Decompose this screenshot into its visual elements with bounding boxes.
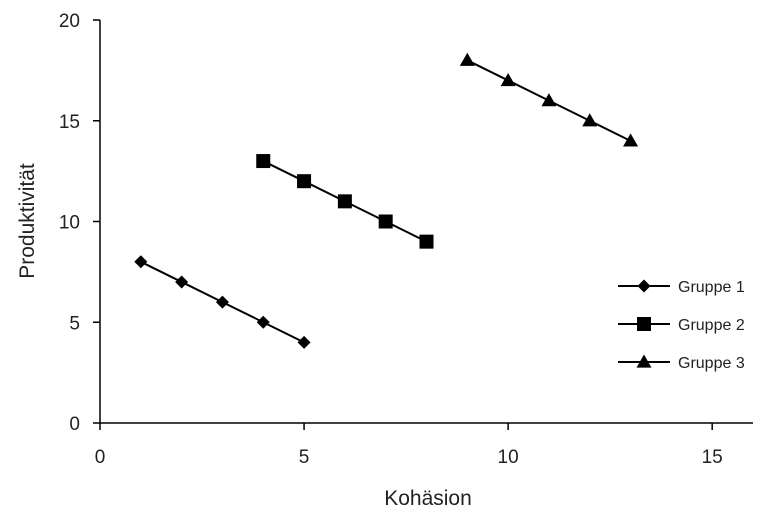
- legend-item: Gruppe 1: [618, 279, 745, 296]
- y-tick-label: 10: [59, 213, 80, 234]
- data-point-square: [378, 214, 393, 229]
- data-point-square: [256, 154, 271, 169]
- legend-marker-square: [637, 317, 651, 331]
- x-axis-title: Kohäsion: [384, 487, 472, 510]
- chart-series: [134, 52, 639, 349]
- axis-ticks: 0 5 10 15 0 5 10 15 20: [59, 11, 723, 468]
- y-tick-label: 5: [69, 313, 80, 334]
- chart-legend: Gruppe 1 Gruppe 2 Gruppe 3: [618, 279, 745, 372]
- legend-item: Gruppe 2: [618, 317, 745, 334]
- data-point-square: [419, 234, 434, 249]
- series-group-3: [459, 52, 639, 147]
- series-group-1: [134, 255, 311, 349]
- legend-item: Gruppe 3: [618, 354, 745, 372]
- y-tick-label: 0: [69, 414, 80, 435]
- data-point-diamond: [134, 255, 148, 269]
- data-point-triangle: [541, 93, 557, 107]
- data-point-diamond: [256, 315, 270, 329]
- legend-marker-triangle: [636, 354, 652, 368]
- data-point-triangle: [500, 72, 516, 87]
- legend-label: Gruppe 3: [678, 355, 745, 372]
- data-point-triangle: [623, 133, 639, 147]
- data-point-diamond: [297, 335, 311, 349]
- x-tick-label: 10: [498, 447, 519, 468]
- legend-marker-diamond: [637, 279, 651, 293]
- legend-label: Gruppe 1: [678, 279, 745, 296]
- y-tick-label: 20: [59, 11, 80, 32]
- data-point-diamond: [215, 295, 229, 309]
- data-point-square: [337, 194, 352, 209]
- y-tick-label: 15: [59, 112, 80, 133]
- x-tick-label: 15: [702, 447, 723, 468]
- data-point-square: [297, 174, 312, 189]
- legend-label: Gruppe 2: [678, 317, 745, 334]
- data-point-diamond: [175, 275, 189, 289]
- data-point-triangle: [459, 52, 475, 66]
- x-tick-label: 5: [299, 447, 310, 468]
- y-axis-title: Produktivität: [16, 163, 39, 279]
- data-point-triangle: [582, 113, 598, 127]
- x-tick-label: 0: [95, 447, 106, 468]
- series-group-2: [256, 154, 434, 249]
